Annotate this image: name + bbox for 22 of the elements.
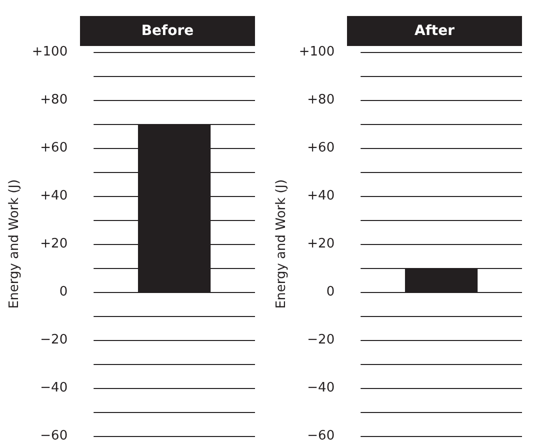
y-tick-label: +20 <box>307 236 335 252</box>
y-tick-label: −40 <box>40 380 68 396</box>
y-tick-label: −60 <box>307 428 335 444</box>
y-tick-label: +100 <box>298 44 335 60</box>
y-axis-title: Energy and Work (J) <box>274 179 289 309</box>
y-tick-label: −40 <box>307 380 335 396</box>
y-tick-label: −20 <box>307 332 335 348</box>
y-tick-label: −60 <box>40 428 68 444</box>
y-tick-label: +40 <box>307 188 335 204</box>
chart-title: After <box>414 23 455 39</box>
y-tick-label: +60 <box>40 140 68 156</box>
y-tick-label: +60 <box>307 140 335 156</box>
y-tick-label: +100 <box>32 44 68 60</box>
y-tick-label: +80 <box>307 92 335 108</box>
y-tick-label: +40 <box>40 188 68 204</box>
y-axis-title: Energy and Work (J) <box>7 179 22 309</box>
y-tick-label: −20 <box>40 332 68 348</box>
y-tick-label: +80 <box>40 92 68 108</box>
y-tick-label: 0 <box>59 284 68 300</box>
chart-title: Before <box>141 23 194 39</box>
y-tick-label: 0 <box>326 284 335 300</box>
y-tick-label: +20 <box>40 236 68 252</box>
